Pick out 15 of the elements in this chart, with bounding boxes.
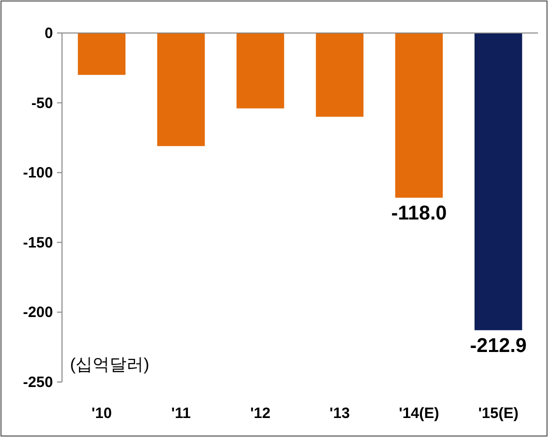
y-tick-label: -150 [22,234,53,252]
annotation: (십억달러) [70,355,150,374]
y-tick-label: -100 [22,164,53,182]
x-tick-label: '14(E) [398,405,440,422]
y-tick-label: -200 [22,304,53,322]
x-tick-label: '10 [92,405,112,422]
x-tick-label: '12 [250,405,270,422]
x-tick-label: '11 [171,405,191,422]
x-tick-label: '13 [330,405,350,422]
y-tick-label: 0 [44,25,53,42]
y-tick-label: -250 [22,374,53,391]
data-label: -212.9 [470,335,527,358]
y-tick-label: -50 [31,94,53,112]
data-label: -118.0 [391,202,447,225]
x-tick-label: '15(E) [478,405,518,422]
